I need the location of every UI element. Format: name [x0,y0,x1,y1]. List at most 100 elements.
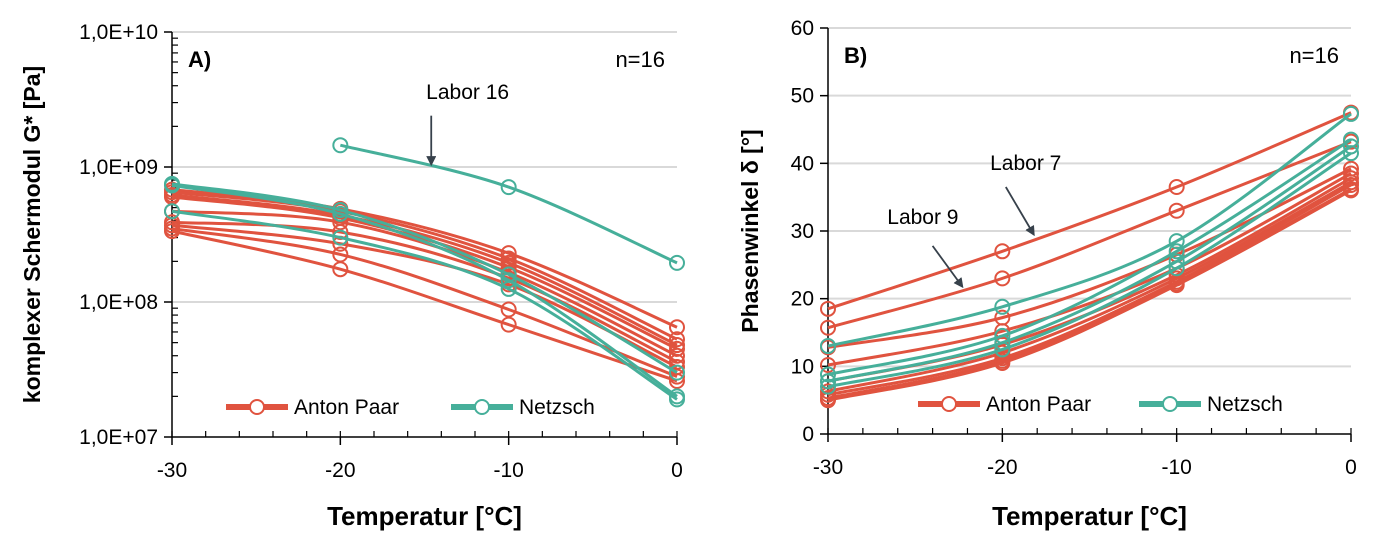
data-point [500,316,517,333]
data-point [669,319,685,336]
series-line [827,151,1352,389]
x-tick-label: 0 [671,459,683,482]
series-line [171,190,678,341]
legend-item-anton-paar: Anton Paar [226,396,399,419]
data-point [669,331,685,348]
data-point [820,356,836,373]
data-point [820,319,836,336]
series-line [827,183,1352,397]
x-tick-label: -30 [157,459,187,482]
data-point [1343,105,1359,122]
legend-item-anton-paar: Anton Paar [918,393,1091,416]
chart-panel-b: 0 10 20 30 40 50 60 -30 -20 -10 0 Temperatur [°C] Ph… [737,17,1359,531]
annotation: Labor 9 [887,206,964,289]
y-axis-title: Phasenwinkel δ [°] [737,129,763,332]
chart-panel-a: 1,0E+07 1,0E+08 1,0E+09 1,0E+10 -30 -20 -10 0 Te… [19,21,685,531]
data-point [164,203,180,220]
panel-label: B) [844,43,867,68]
series-line [827,180,1352,393]
data-point [332,205,349,222]
data-point [820,373,836,390]
x-axis-title: Temperatur [°C] [992,501,1187,531]
y-tick-label: 1,0E+10 [79,21,158,44]
series-line [827,189,1352,402]
y-tick-label: 10 [791,355,814,378]
n-label: n=16 [1289,43,1339,68]
series-anton-paar [164,184,685,348]
data-point [820,378,836,395]
series-line [171,220,678,364]
data-point [164,177,180,194]
series-netzsch [820,105,1359,355]
series-line [171,229,678,383]
data-point [164,223,180,240]
data-point [669,372,685,389]
series-netzsch [820,145,1359,395]
y-axis-title: komplexer Schermodul G* [Pa] [19,66,45,403]
legend-item-netzsch: Netzsch [1139,393,1283,416]
data-point [669,368,685,385]
y-tick-label: 0 [802,423,814,446]
annotation-label: Labor 7 [990,152,1061,175]
x-tick-label: -20 [325,459,355,482]
legend-item-netzsch: Netzsch [451,396,595,419]
series-netzsch [164,203,685,408]
x-tick-label: -30 [813,456,843,479]
legend-label: Anton Paar [294,396,399,419]
data-point [994,341,1011,358]
data-point [669,364,685,381]
data-point [500,272,517,289]
data-point [669,347,685,364]
series-netzsch [332,137,685,271]
data-point [500,254,517,271]
y-tick-label: 40 [791,152,814,175]
data-point [1343,165,1359,182]
legend-swatch-marker [941,396,957,412]
x-tick-label: -10 [1161,456,1191,479]
data-point [994,270,1011,287]
data-point [1168,233,1185,250]
data-point [500,280,517,297]
series-line [827,112,1352,348]
annotation: Labor 7 [990,152,1061,237]
data-point [1168,179,1185,196]
data-point [1343,145,1359,162]
annotation-arrow [1005,186,1035,237]
annotation-arrow [931,245,964,289]
data-point [332,261,349,278]
data-point [994,298,1011,315]
legend-label: Netzsch [519,396,595,419]
series-line [827,111,1352,311]
data-point [1168,202,1185,219]
series-line [827,172,1352,367]
annotation-label: Labor 9 [887,206,958,229]
data-point [669,254,685,271]
data-point [500,179,517,196]
y-tick-label: 1,0E+08 [79,291,158,314]
data-point [994,243,1011,260]
y-tick-label: 60 [791,17,814,40]
data-point [1168,277,1185,294]
x-tick-label: -10 [493,459,523,482]
series-line [171,183,678,398]
series-line [171,193,678,347]
annotation-label: Labor 16 [426,81,509,104]
y-tick-label: 1,0E+07 [79,426,158,449]
legend-swatch-marker [474,399,490,415]
y-tick-label: 1,0E+09 [79,156,158,179]
series-line [171,209,678,401]
series-line [339,143,678,265]
data-point [820,366,836,383]
series-netzsch [820,131,1359,383]
data-point [332,229,349,246]
series-line [827,138,1352,376]
data-point [332,137,349,154]
legend-label: Netzsch [1207,393,1283,416]
x-tick-label: 0 [1345,456,1357,479]
n-label: n=16 [615,47,665,72]
panel-label: A) [188,47,211,72]
data-point [500,301,517,318]
legend-swatch-marker [249,399,265,415]
x-axis-title: Temperatur [°C] [327,501,522,531]
